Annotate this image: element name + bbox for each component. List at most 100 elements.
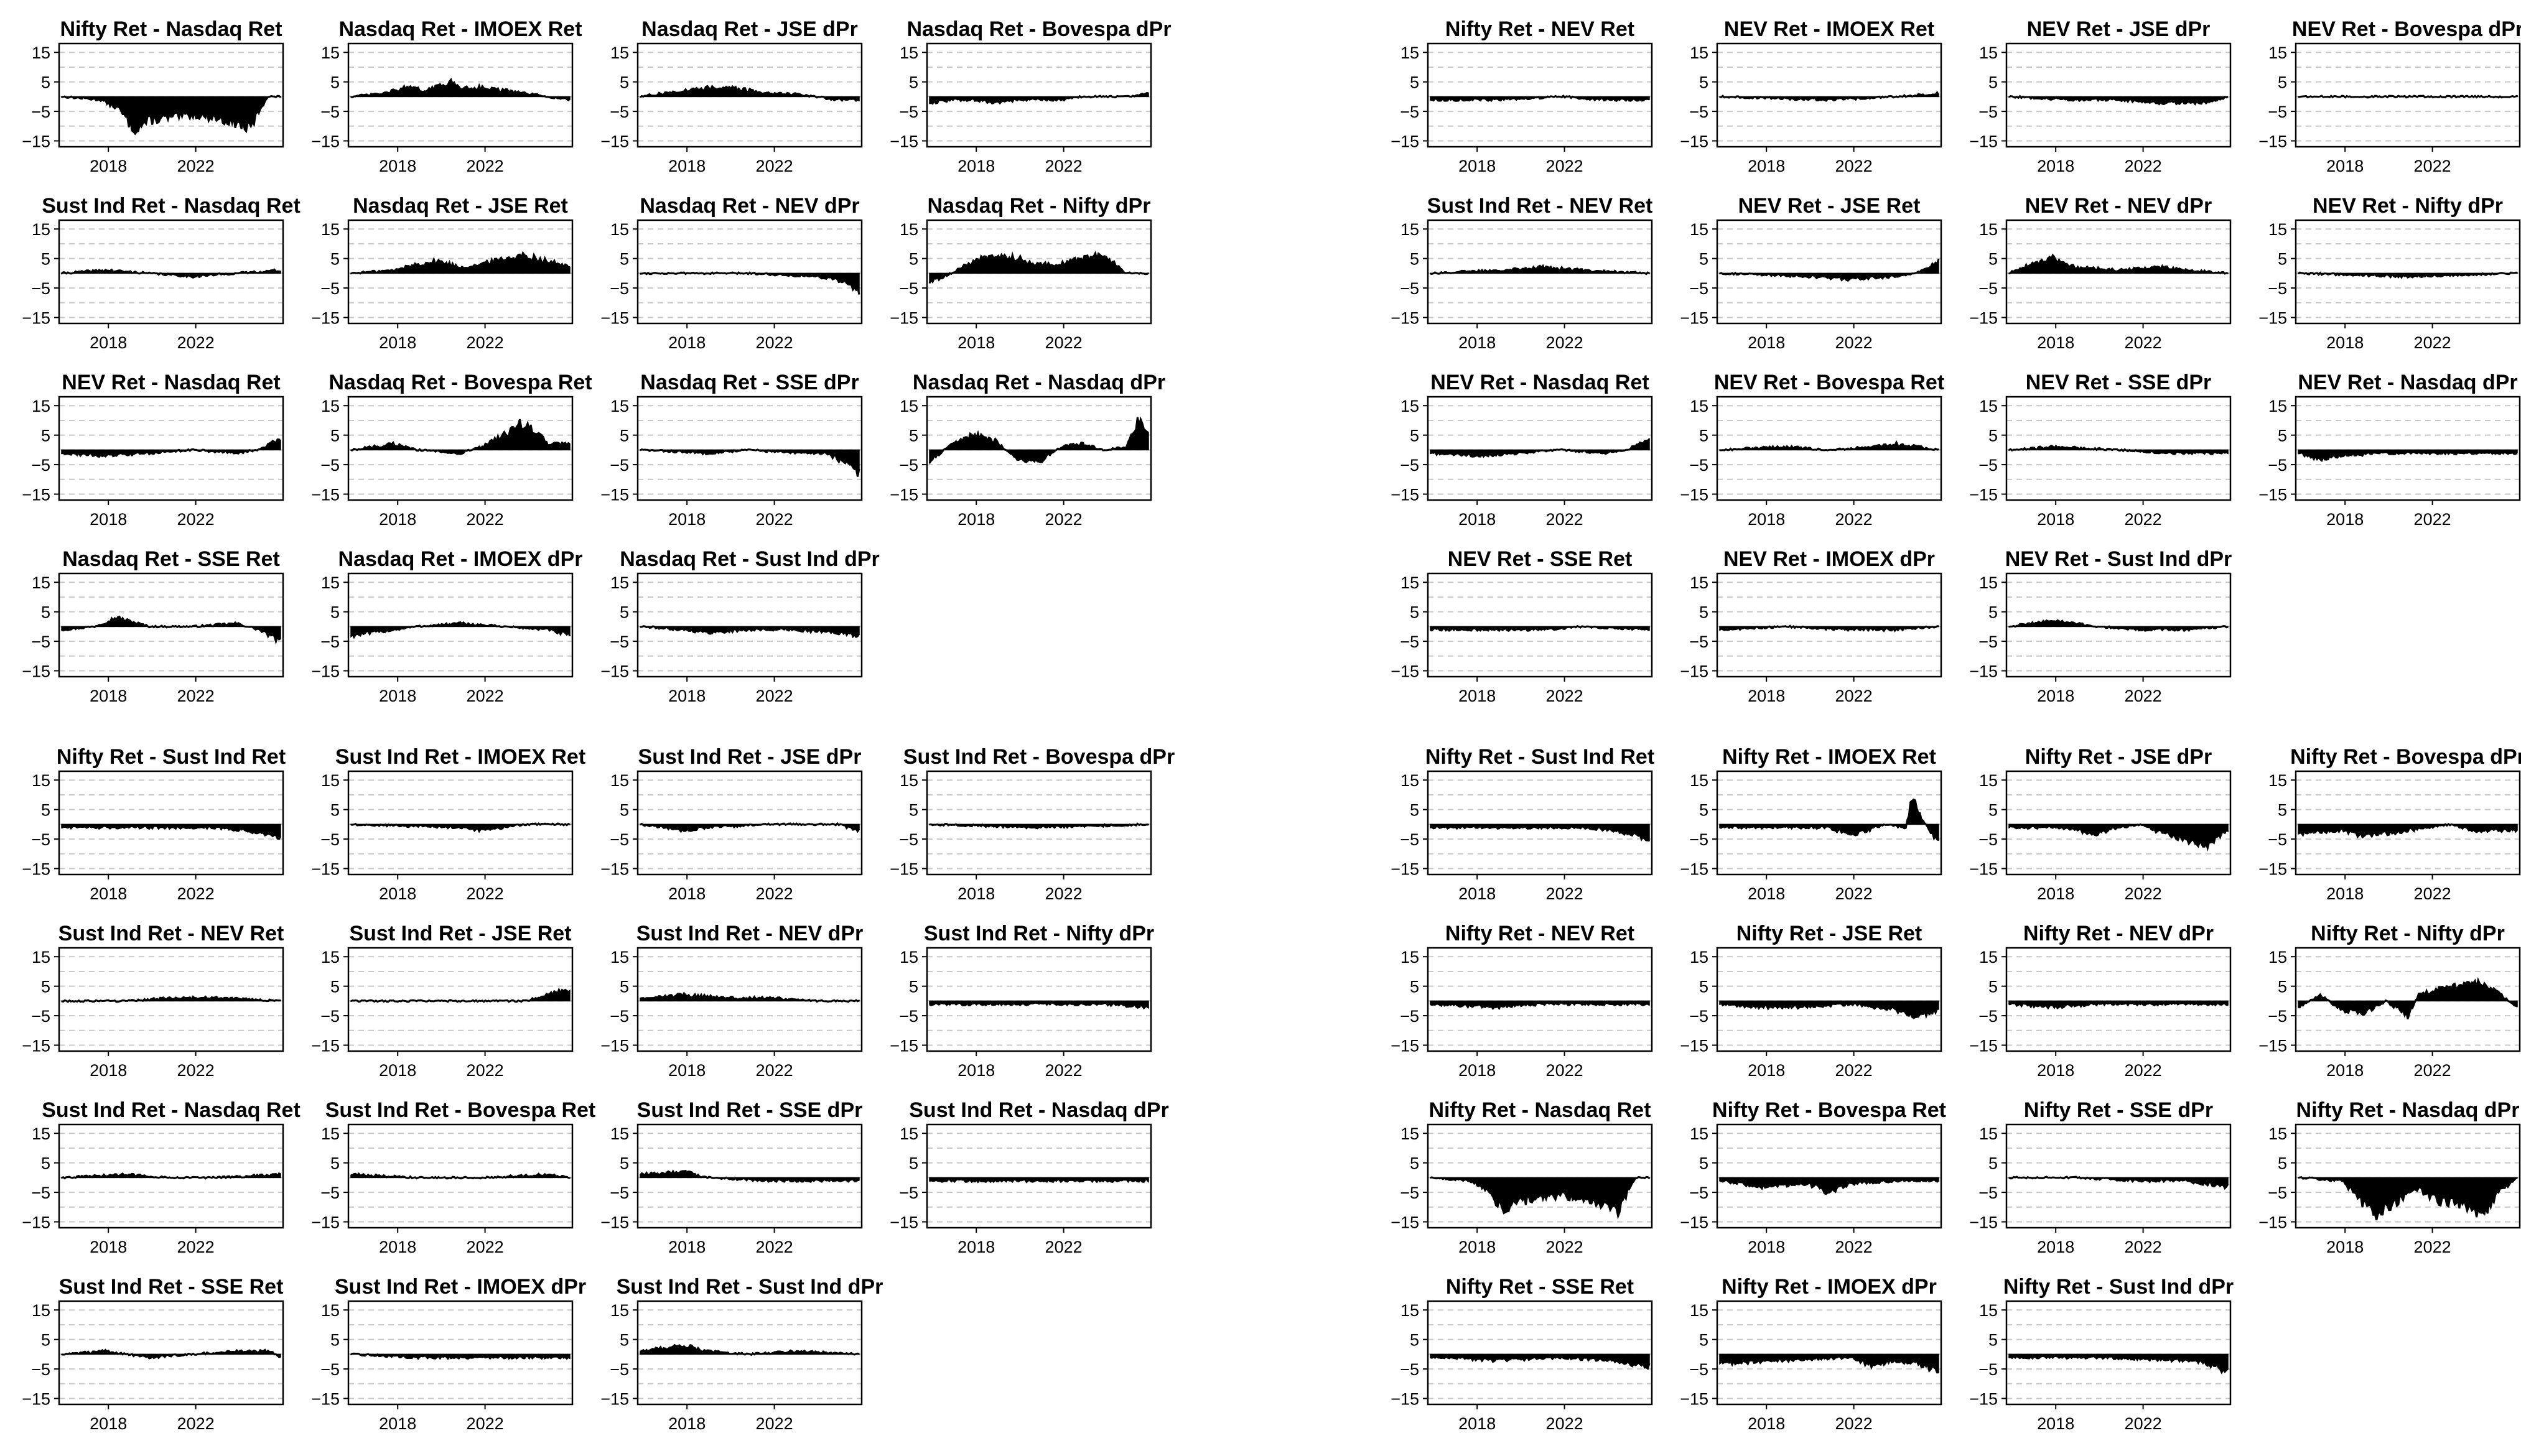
y-tick-label: 15	[32, 220, 50, 239]
y-tick-label: 5	[330, 1331, 340, 1350]
y-tick-label: −5	[2268, 103, 2287, 121]
x-tick-label: 2018	[1748, 884, 1785, 903]
y-tick-label: −5	[1689, 103, 1708, 121]
panel: Sust Ind Ret - IMOEX Ret 15 5 −5 −15 2018 2022	[311, 745, 585, 903]
x-tick-label: 2018	[958, 157, 995, 175]
series-line	[350, 1172, 571, 1180]
y-tick-label: 5	[909, 801, 918, 820]
panel-title: Sust Ind Ret - Bovespa Ret	[325, 1098, 596, 1122]
y-tick-label: −5	[320, 279, 340, 298]
y-tick-label: −15	[311, 309, 340, 328]
x-tick-label: 2018	[1458, 510, 1496, 529]
panel: Nifty Ret - IMOEX Ret 15 5 −5 −15 2018 2022	[1680, 745, 1942, 903]
y-tick-label: −5	[320, 1184, 340, 1202]
y-tick-label: 15	[1979, 397, 1998, 415]
series-line	[929, 822, 1149, 830]
y-tick-label: 15	[900, 44, 918, 62]
x-tick-label: 2018	[2037, 333, 2074, 352]
panel-frame	[636, 1123, 863, 1229]
panel-title: Nifty Ret - Nasdaq Ret	[60, 17, 282, 41]
panel-frame	[1427, 1123, 1653, 1229]
panel-frame	[636, 770, 863, 876]
y-tick-label: −5	[1689, 830, 1708, 849]
x-tick-label: 2022	[2125, 1414, 2162, 1433]
y-tick-label: −15	[1969, 860, 1998, 879]
y-tick-label: −5	[1400, 103, 1419, 121]
panel: NEV Ret - IMOEX dPr 15 5 −5 −15 2018 2022	[1680, 547, 1942, 705]
y-tick-label: 5	[330, 1154, 340, 1173]
panel: Nasdaq Ret - JSE Ret 15 5 −5 −15 2018 2022	[311, 194, 574, 352]
panel-frame	[636, 396, 863, 501]
panel-frame	[926, 219, 1152, 325]
y-tick-label: 5	[1699, 1154, 1708, 1173]
y-tick-label: 5	[909, 978, 918, 996]
y-tick-label: 5	[41, 427, 50, 445]
panel-frame	[347, 1300, 574, 1406]
y-tick-label: 5	[330, 250, 340, 269]
series-line	[1430, 94, 1650, 102]
y-tick-label: 15	[610, 771, 629, 790]
panel-title: Nasdaq Ret - JSE Ret	[353, 194, 568, 218]
series-line	[61, 1348, 281, 1360]
x-tick-label: 2018	[90, 510, 127, 529]
series-area	[350, 988, 571, 1003]
panel-frame	[58, 770, 284, 876]
panel: Nifty Ret - JSE Ret 15 5 −5 −15 2018 2022	[1680, 922, 1942, 1080]
panel-title: Nasdaq Ret - NEV dPr	[640, 194, 859, 218]
y-tick-label: 5	[2278, 1154, 2287, 1173]
y-tick-label: −5	[2268, 279, 2287, 298]
series-line	[350, 1352, 571, 1360]
y-tick-label: −15	[600, 132, 629, 151]
y-tick-label: −15	[1680, 1037, 1708, 1055]
panel-title: NEV Ret - Nifty dPr	[2313, 194, 2503, 218]
y-tick-label: −5	[320, 830, 340, 849]
panel: NEV Ret - Sust Ind dPr 15 5 −5 −15 2018 2022	[1969, 547, 2232, 705]
y-tick-label: 15	[1400, 1301, 1419, 1320]
panel: Sust Ind Ret - IMOEX dPr 15 5 −5 −15 2018 2022	[311, 1275, 586, 1433]
panel: NEV Ret - IMOEX Ret 15 5 −5 −15 2018 2022	[1680, 17, 1942, 175]
panel-frame	[1716, 1300, 1942, 1406]
y-tick-label: 5	[2278, 73, 2287, 92]
y-tick-label: 15	[610, 44, 629, 62]
x-tick-label: 2018	[2326, 884, 2364, 903]
y-tick-label: 5	[41, 1154, 50, 1173]
panel-title: Sust Ind Ret - NEV Ret	[58, 922, 284, 945]
y-tick-label: 15	[32, 1301, 50, 1320]
series-line	[1430, 438, 1651, 458]
series-line	[61, 995, 281, 1003]
panel-frame	[2295, 219, 2521, 325]
y-tick-label: 5	[909, 1154, 918, 1173]
panel: Nasdaq Ret - JSE dPr 15 5 −5 −15 2018 2022	[600, 17, 863, 175]
x-tick-label: 2022	[177, 884, 215, 903]
panel: Nifty Ret - Nasdaq Ret 15 5 −5 −15 2018 2022	[1391, 1098, 1653, 1256]
panel-frame	[636, 947, 863, 1052]
y-tick-label: −5	[1400, 456, 1419, 475]
y-tick-label: 15	[1400, 397, 1419, 415]
panel: Sust Ind Ret - NEV Ret 15 5 −5 −15 2018 2022	[1391, 194, 1652, 352]
panel-title: NEV Ret - SSE Ret	[1448, 547, 1633, 571]
x-tick-label: 2022	[1835, 1414, 1873, 1433]
x-tick-label: 2018	[2326, 510, 2364, 529]
y-tick-label: 5	[620, 250, 629, 269]
panel: Nifty Ret - Nasdaq Ret 15 5 −5 −15 2018 2022	[22, 17, 284, 175]
panel-frame	[2005, 219, 2232, 325]
panel-title: NEV Ret - IMOEX dPr	[1723, 547, 1935, 571]
panel: Nifty Ret - IMOEX dPr 15 5 −5 −15 2018 2022	[1680, 1275, 1942, 1433]
panel-title: Nifty Ret - SSE Ret	[1446, 1275, 1634, 1299]
y-tick-label: −5	[1978, 103, 1998, 121]
y-tick-label: −5	[1978, 1360, 1998, 1379]
y-tick-label: 5	[1410, 1331, 1419, 1350]
y-tick-label: 15	[610, 573, 629, 592]
y-tick-label: 15	[1690, 771, 1708, 790]
y-tick-label: −5	[320, 633, 340, 651]
x-tick-label: 2022	[467, 1238, 504, 1256]
y-tick-label: 5	[41, 801, 50, 820]
y-tick-label: −15	[1680, 486, 1708, 504]
panel: Sust Ind Ret - Nasdaq Ret 15 5 −5 −15 2018 202…	[22, 1098, 301, 1256]
y-tick-label: 5	[1988, 73, 1998, 92]
panel-frame	[2005, 1300, 2232, 1406]
x-tick-label: 2022	[1835, 687, 1873, 705]
panel: Nifty Ret - Sust Ind dPr 15 5 −5 −15 2018 2022	[1969, 1275, 2234, 1433]
x-tick-label: 2018	[1458, 1238, 1496, 1256]
panel-title: Nifty Ret - Nasdaq Ret	[1428, 1098, 1651, 1122]
